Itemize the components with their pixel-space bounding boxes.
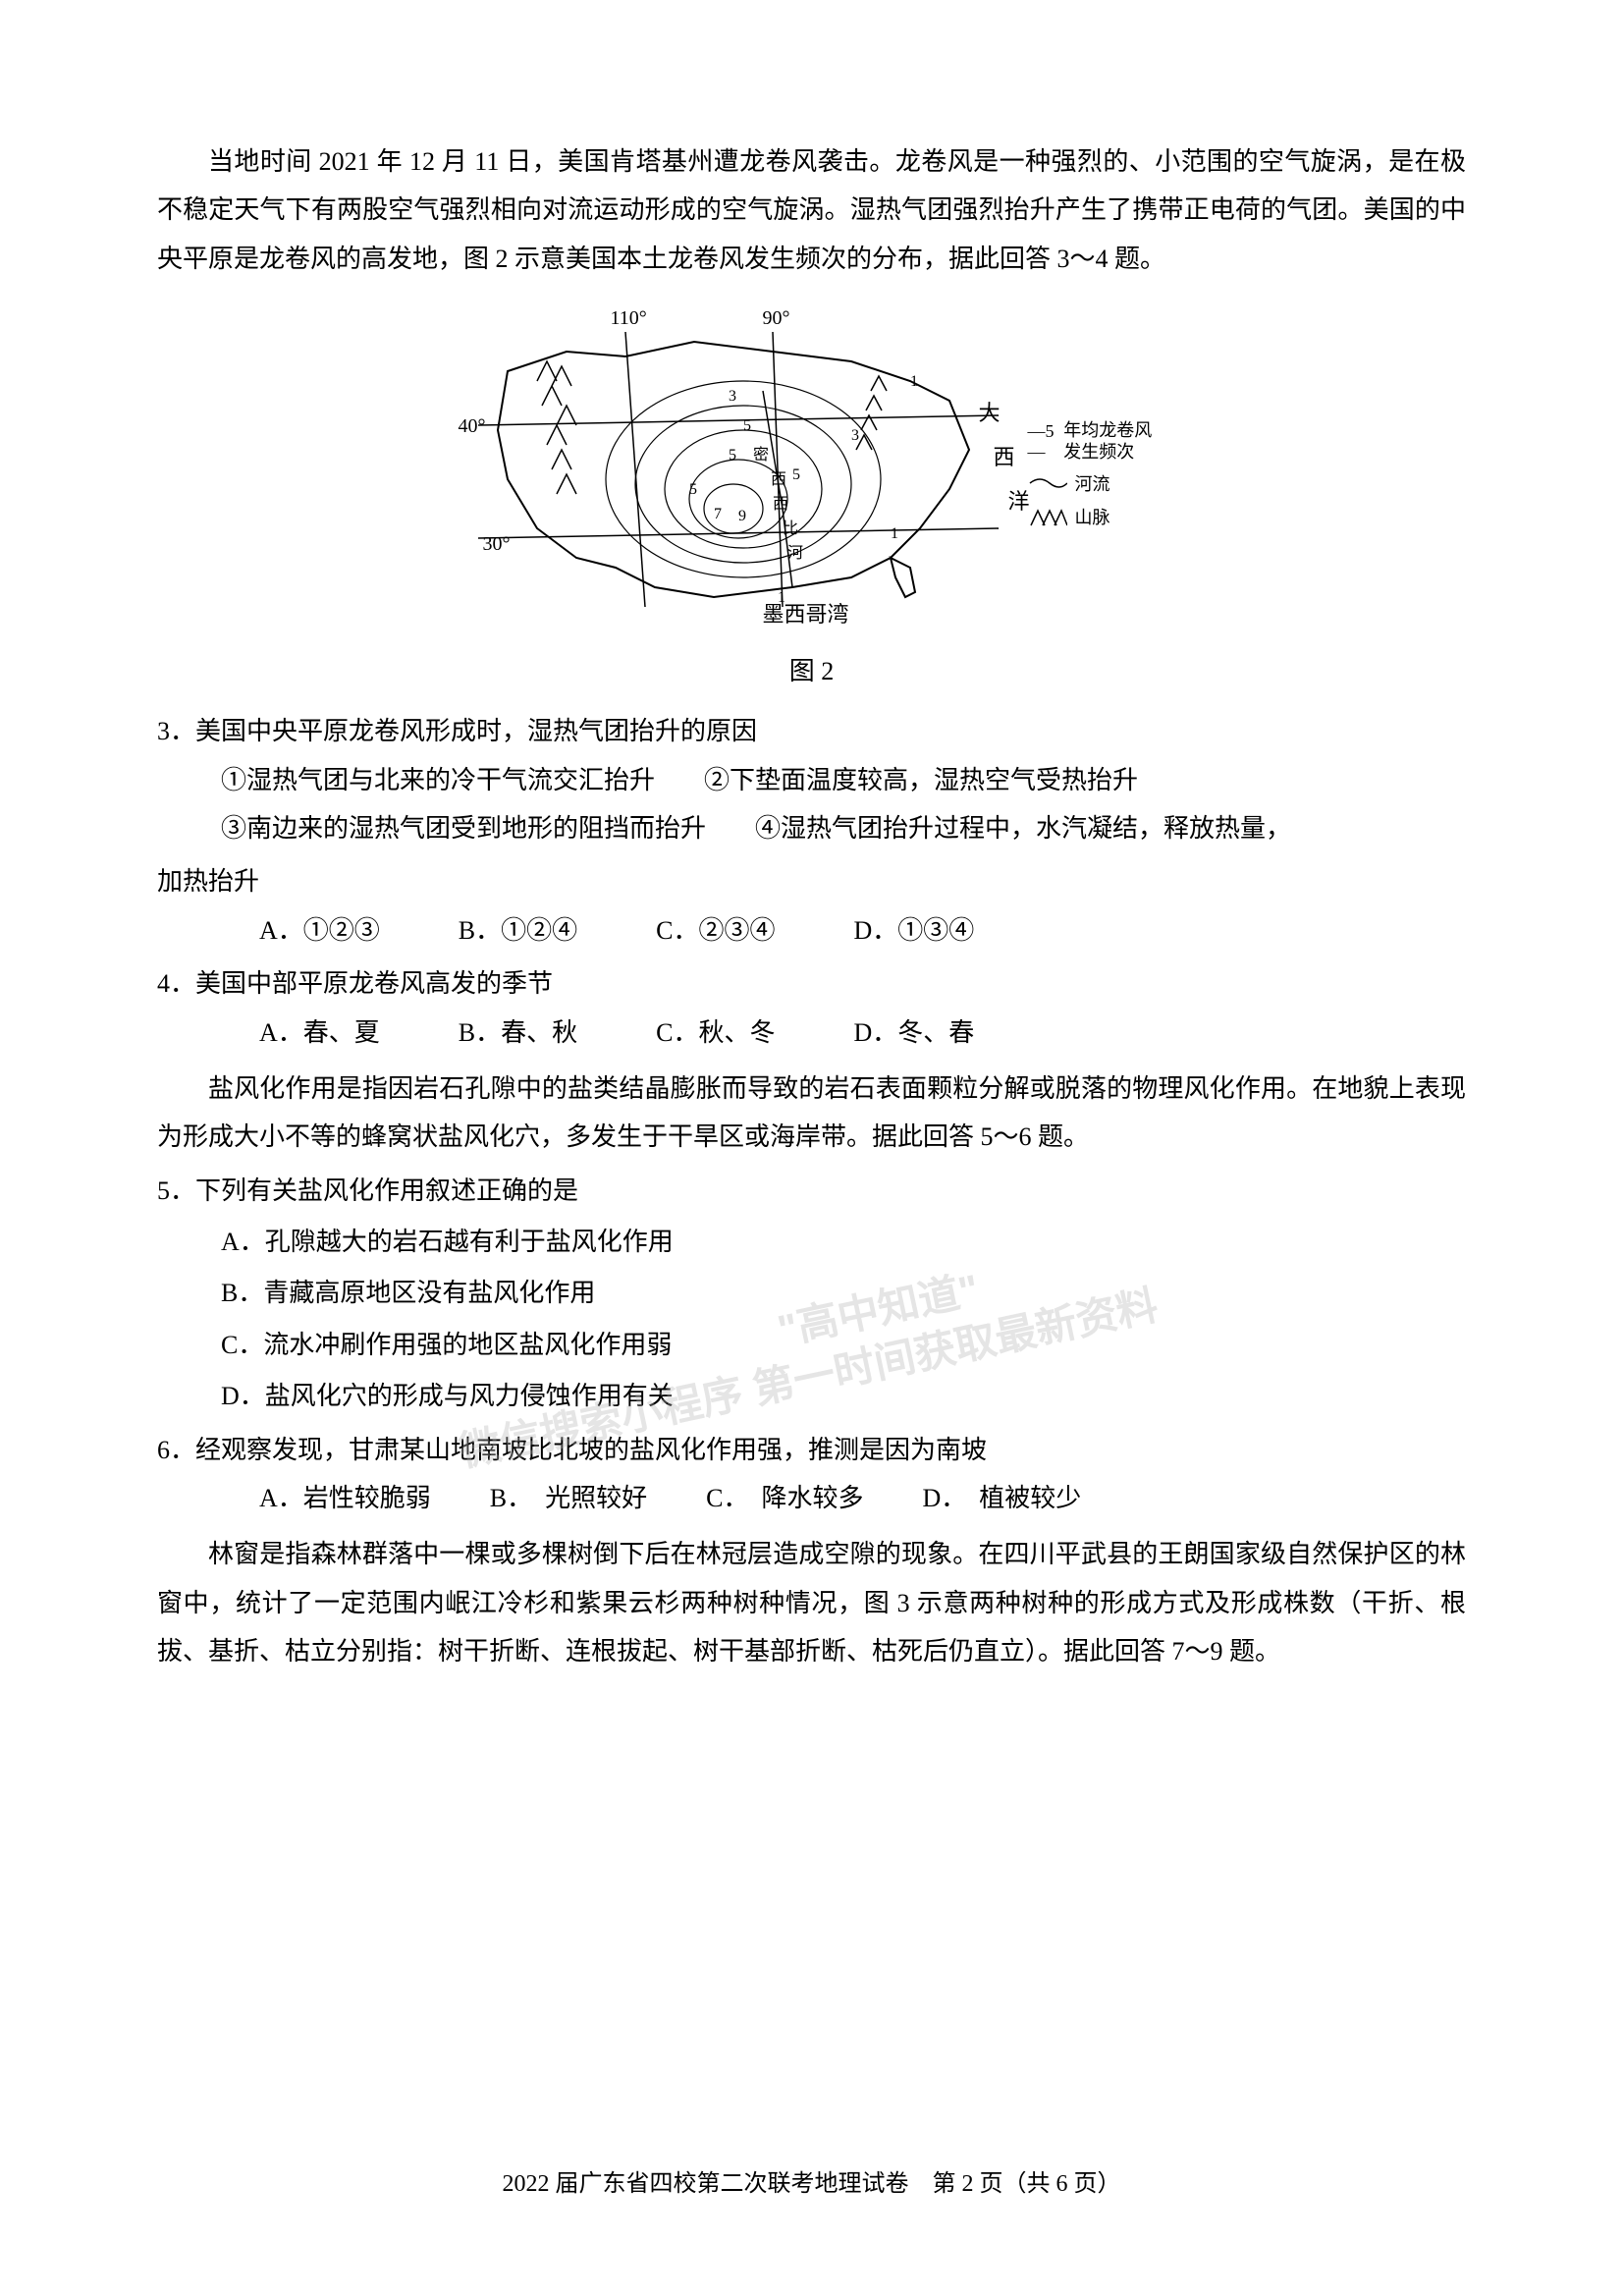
- q4-option-b: B．春、秋: [459, 1009, 577, 1057]
- lon-90: 90°: [763, 307, 790, 330]
- q3-items-cont: 加热抬升: [157, 857, 1466, 905]
- q3-items: ①湿热气团与北来的冷干气流交汇抬升 ②下垫面温度较高，湿热空气受热抬升 ③南边来…: [157, 756, 1466, 853]
- q5-option-a: A．孔隙越大的岩石越有利于盐风化作用: [221, 1218, 1466, 1266]
- intro-paragraph-2: 盐风化作用是指因岩石孔隙中的盐类结晶膨胀而导致的岩石表面颗粒分解或脱落的物理风化…: [157, 1065, 1466, 1162]
- svg-text:河: 河: [787, 544, 803, 562]
- q3-number: 3．: [157, 717, 195, 745]
- intro-paragraph-3: 林窗是指森林群落中一棵或多棵树倒下后在林冠层造成空隙的现象。在四川平武县的王朗国…: [157, 1530, 1466, 1675]
- page-content: 当地时间 2021 年 12 月 11 日，美国肯塔基州遭龙卷风袭击。龙卷风是一…: [157, 137, 1466, 1676]
- svg-text:3: 3: [729, 388, 736, 405]
- q6-options: A．岩性较脆弱 B． 光照较好 C． 降水较多 D． 植被较少: [157, 1474, 1466, 1522]
- intro-paragraph-1: 当地时间 2021 年 12 月 11 日，美国肯塔基州遭龙卷风袭击。龙卷风是一…: [157, 137, 1466, 283]
- svg-text:西: 西: [771, 471, 786, 488]
- svg-text:7: 7: [714, 506, 722, 522]
- q3-item-4: ④湿热气团抬升过程中，水汽凝结，释放热量，: [755, 804, 1291, 852]
- q6-text: 经观察发现，甘肃某山地南坡比北坡的盐风化作用强，推测是因为南坡: [195, 1436, 987, 1464]
- q6-option-c: C． 降水较多: [706, 1474, 863, 1522]
- q6-option-d: D． 植被较少: [922, 1474, 1081, 1522]
- svg-text:9: 9: [738, 508, 746, 524]
- map-svg: 3 5 5 7 9 5 5 3 1 1 1 密 西 西 比 河: [478, 332, 999, 607]
- q3-option-a: A．①②③: [259, 906, 380, 955]
- q3-options: A．①②③ B．①②④ C．②③④ D．①③④: [157, 906, 1466, 955]
- lat-30: 30°: [483, 533, 511, 556]
- question-5: 5．下列有关盐风化作用叙述正确的是: [157, 1167, 1466, 1215]
- ocean-2: 西: [994, 440, 1015, 471]
- map-legend: —5— 年均龙卷风发生频次 河流 山脉: [1028, 420, 1165, 529]
- q5-option-b: B．青藏高原地区没有盐风化作用: [221, 1269, 1466, 1317]
- figure-2-caption: 图 2: [157, 651, 1466, 687]
- q6-number: 6．: [157, 1436, 195, 1464]
- lon-110: 110°: [611, 307, 647, 330]
- q5-options: A．孔隙越大的岩石越有利于盐风化作用 B．青藏高原地区没有盐风化作用 C．流水冲…: [157, 1218, 1466, 1421]
- q5-text: 下列有关盐风化作用叙述正确的是: [195, 1176, 578, 1205]
- legend-river: 河流: [1075, 470, 1110, 496]
- svg-text:5: 5: [689, 481, 697, 498]
- svg-text:1: 1: [891, 525, 898, 542]
- q3-item-1: ①湿热气团与北来的冷干气流交汇抬升: [221, 756, 655, 804]
- figure-container: 3 5 5 7 9 5 5 3 1 1 1 密 西 西 比 河 110° 90°…: [157, 302, 1466, 636]
- svg-text:5: 5: [729, 447, 736, 464]
- page-footer: 2022 届广东省四校第二次联考地理试卷 第 2 页（共 6 页）: [0, 2163, 1623, 2198]
- usa-tornado-map: 3 5 5 7 9 5 5 3 1 1 1 密 西 西 比 河 110° 90°…: [459, 302, 1165, 636]
- q4-number: 4．: [157, 969, 195, 998]
- svg-text:5: 5: [743, 417, 751, 434]
- svg-text:西: 西: [773, 496, 788, 513]
- q3-text: 美国中央平原龙卷风形成时，湿热气团抬升的原因: [195, 717, 757, 745]
- svg-text:5: 5: [792, 466, 800, 483]
- q4-option-d: D．冬、春: [853, 1009, 974, 1057]
- q6-option-b: B． 光照较好: [490, 1474, 647, 1522]
- svg-text:1: 1: [910, 373, 918, 390]
- q3-option-c: C．②③④: [656, 906, 775, 955]
- question-3: 3．美国中央平原龙卷风形成时，湿热气团抬升的原因: [157, 707, 1466, 755]
- ocean-3: 洋: [1008, 484, 1030, 516]
- q3-option-b: B．①②④: [459, 906, 577, 955]
- lat-40: 40°: [459, 415, 486, 438]
- svg-text:比: 比: [783, 519, 798, 537]
- gulf-label: 墨西哥湾: [763, 597, 849, 629]
- q6-option-a: A．岩性较脆弱: [259, 1474, 431, 1522]
- svg-text:密: 密: [753, 446, 769, 464]
- question-4: 4．美国中部平原龙卷风高发的季节: [157, 959, 1466, 1008]
- q3-option-d: D．①③④: [853, 906, 974, 955]
- q4-option-a: A．春、夏: [259, 1009, 380, 1057]
- legend-tornado: 年均龙卷风发生频次: [1063, 420, 1164, 463]
- q4-text: 美国中部平原龙卷风高发的季节: [195, 969, 553, 998]
- q4-option-c: C．秋、冬: [656, 1009, 775, 1057]
- q5-option-d: D．盐风化穴的形成与风力侵蚀作用有关: [221, 1372, 1466, 1420]
- q3-item-2: ②下垫面温度较高，湿热空气受热抬升: [704, 756, 1138, 804]
- legend-mountain: 山脉: [1075, 504, 1110, 529]
- svg-text:3: 3: [851, 427, 859, 444]
- q3-item-3: ③南边来的湿热气团受到地形的阻挡而抬升: [221, 804, 706, 852]
- q5-option-c: C．流水冲刷作用强的地区盐风化作用弱: [221, 1321, 1466, 1369]
- q4-options: A．春、夏 B．春、秋 C．秋、冬 D．冬、春: [157, 1009, 1466, 1057]
- ocean-1: 大: [979, 396, 1001, 427]
- question-6: 6．经观察发现，甘肃某山地南坡比北坡的盐风化作用强，推测是因为南坡: [157, 1426, 1466, 1474]
- q5-number: 5．: [157, 1176, 195, 1205]
